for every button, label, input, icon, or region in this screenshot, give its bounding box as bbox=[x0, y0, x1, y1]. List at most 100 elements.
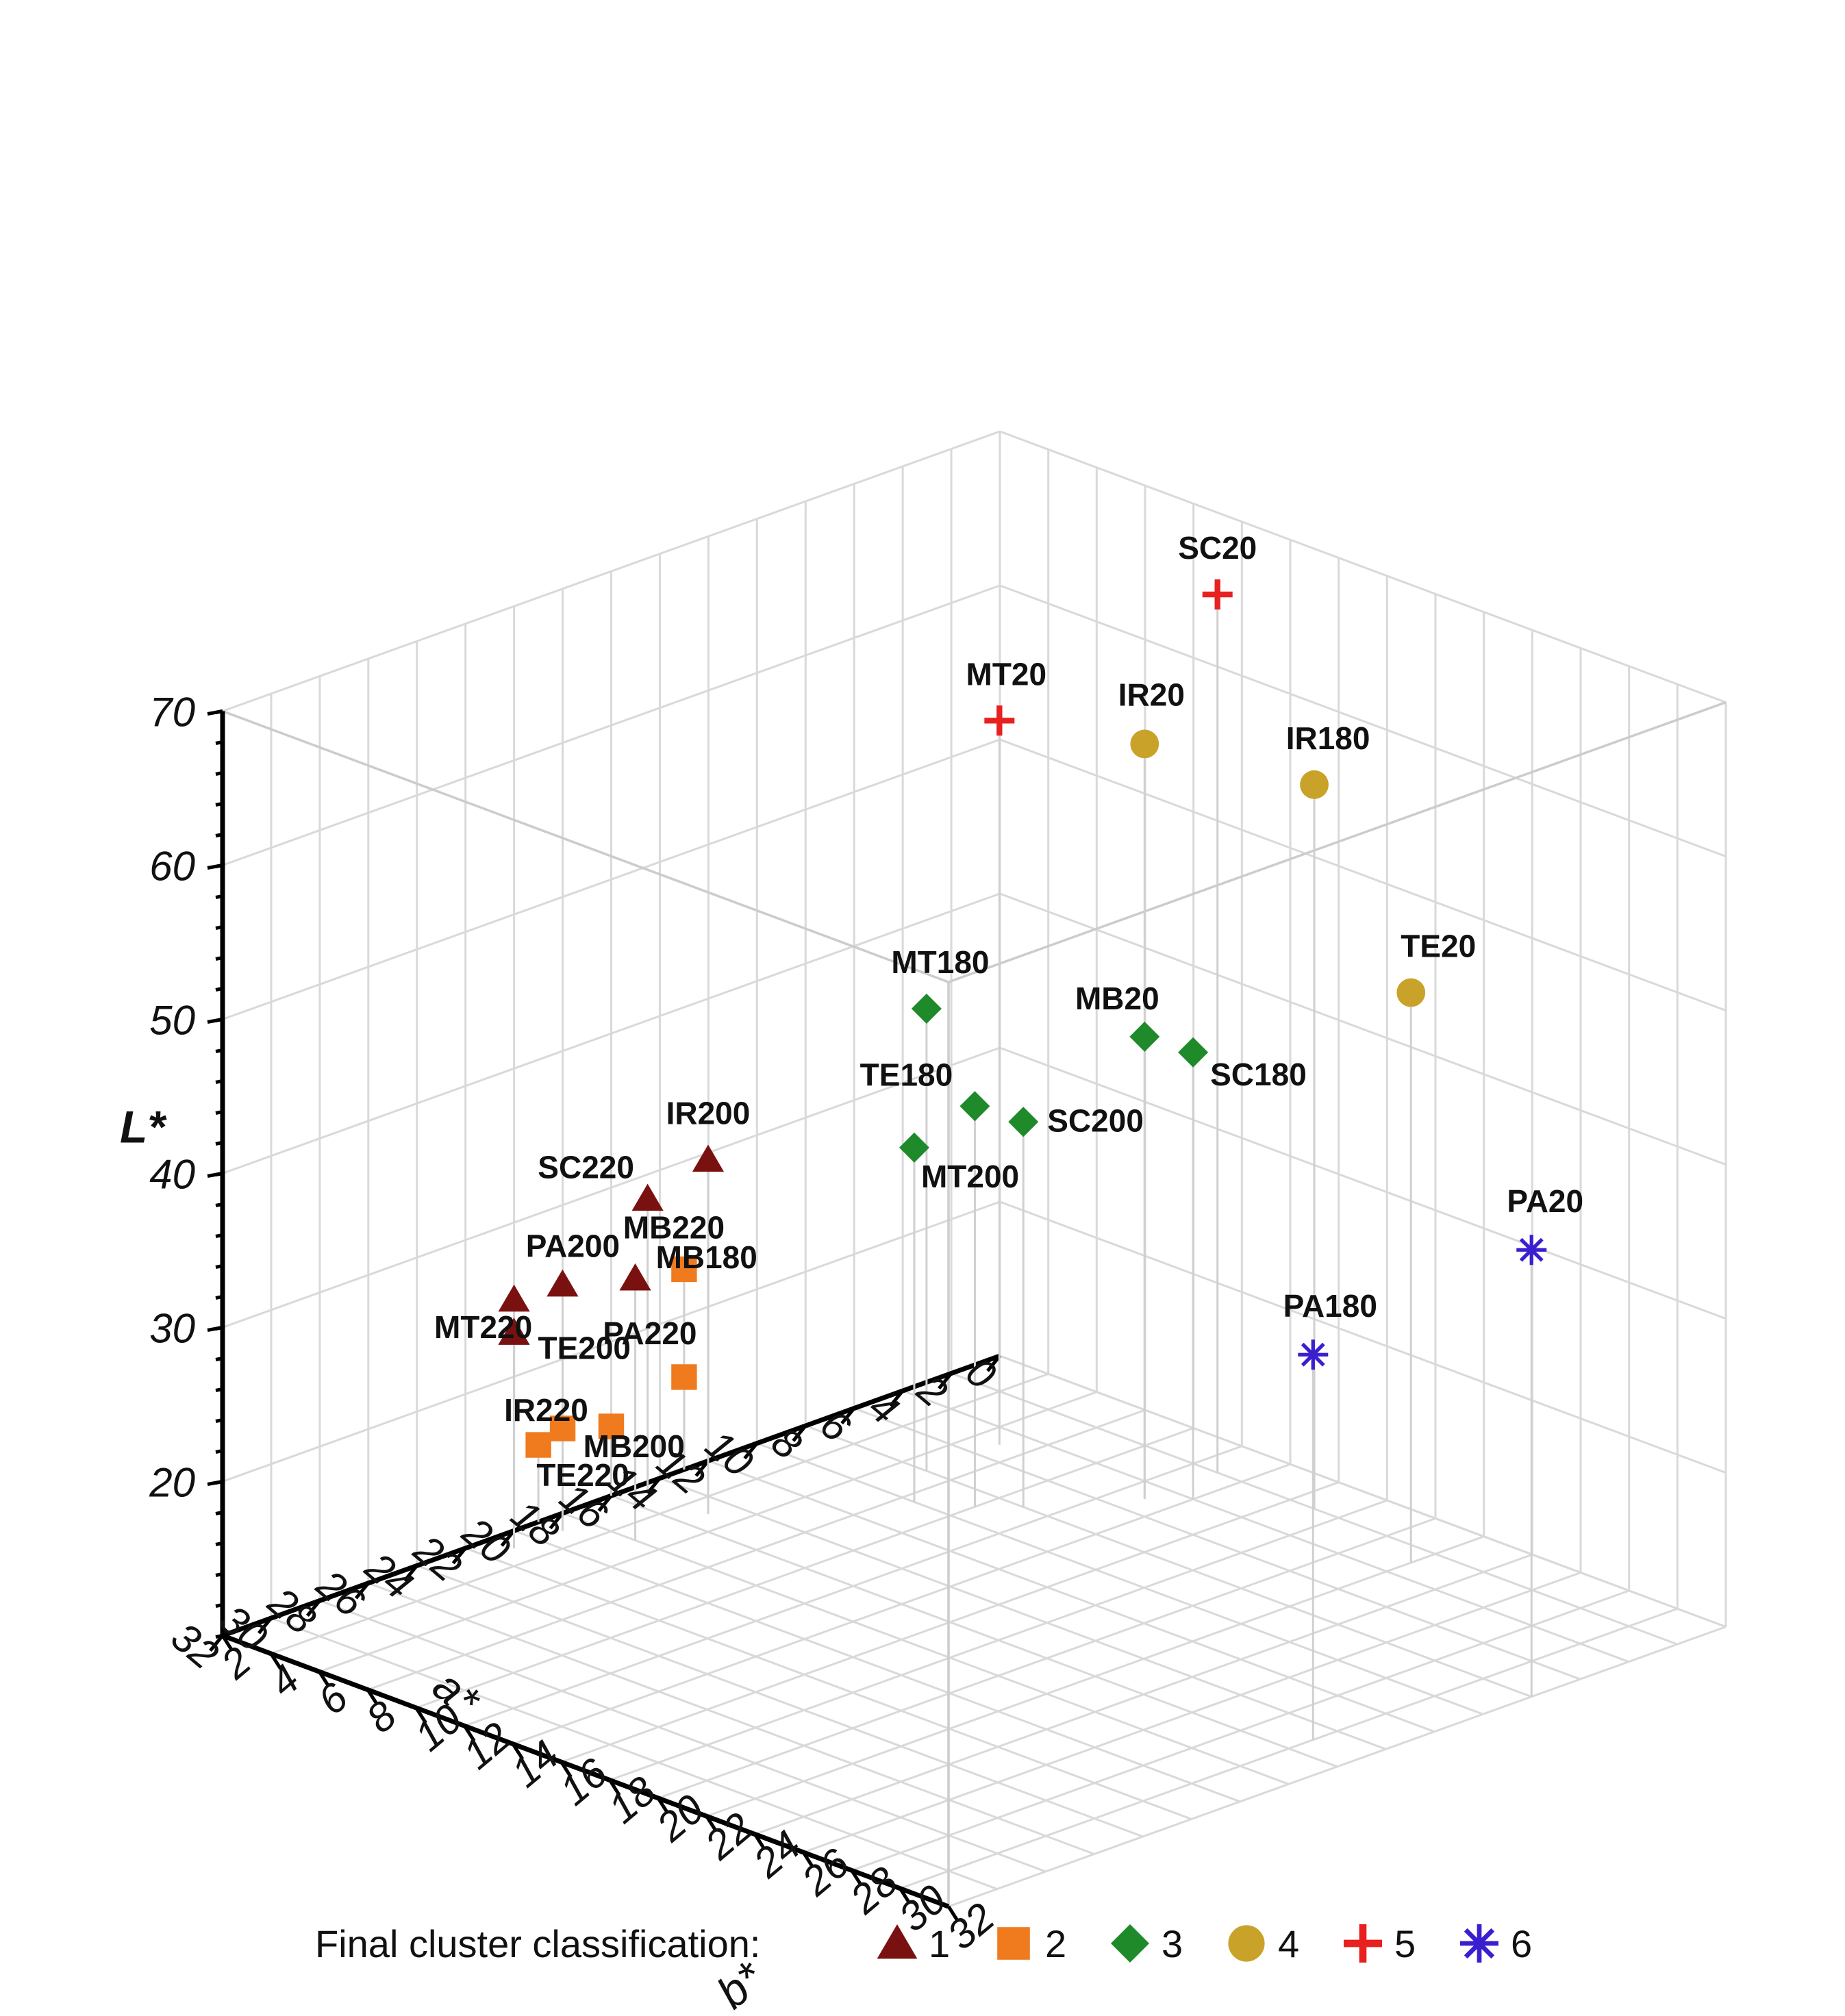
point-pa180-marker bbox=[1298, 1339, 1329, 1370]
point-te200-marker bbox=[498, 1318, 530, 1345]
l-tick-label: 60 bbox=[149, 844, 195, 890]
floor-grid-line bbox=[707, 1459, 1435, 1733]
point-label-sc180: SC180 bbox=[1210, 1057, 1307, 1092]
left-wall-grid-line bbox=[222, 1200, 1001, 1483]
floor-grid-line bbox=[368, 1582, 1095, 1855]
point-label-ir200: IR200 bbox=[666, 1096, 751, 1131]
floor-grid-line bbox=[562, 1512, 1290, 1785]
point-label-te200: TE200 bbox=[538, 1330, 631, 1365]
point-label-te220: TE220 bbox=[536, 1457, 629, 1493]
point-ir180-marker bbox=[1300, 770, 1329, 799]
point-mb20-marker bbox=[1129, 1021, 1160, 1052]
floor-grid-line bbox=[319, 1600, 1046, 1873]
a-axis-tick bbox=[792, 1424, 807, 1442]
a-axis-tick bbox=[451, 1547, 467, 1565]
point-mt180-marker bbox=[911, 994, 942, 1024]
legend-marker-5 bbox=[1344, 1924, 1382, 1963]
l-axis-title: L* bbox=[120, 1102, 167, 1152]
point-label-te180: TE180 bbox=[860, 1057, 953, 1092]
b-axis-tick bbox=[946, 1905, 960, 1923]
legend-marker-4 bbox=[1228, 1925, 1265, 1962]
b-axis-line bbox=[221, 1633, 950, 1909]
floor-grid-line bbox=[948, 1626, 1727, 1908]
left-wall-grid-line bbox=[222, 430, 1001, 712]
a-axis-tick bbox=[403, 1564, 418, 1582]
a-axis-tick bbox=[258, 1617, 273, 1635]
l-axis-minor-tick bbox=[215, 1018, 223, 1022]
l-axis-minor-tick bbox=[215, 709, 223, 714]
l-axis-minor-tick bbox=[215, 1141, 223, 1146]
l-axis-minor-tick bbox=[215, 1079, 223, 1084]
l-axis-minor-tick bbox=[215, 1048, 223, 1053]
floor-grid-line bbox=[512, 1463, 1291, 1746]
b-axis-tick bbox=[705, 1815, 718, 1832]
b-axis-tick bbox=[463, 1725, 476, 1742]
point-pa200-marker bbox=[547, 1269, 579, 1297]
l-axis-minor-tick bbox=[215, 1172, 223, 1176]
a-axis-tick bbox=[646, 1477, 662, 1495]
a-axis-tick bbox=[597, 1494, 613, 1512]
left-wall-grid-line bbox=[222, 584, 1001, 866]
b-axis-tick bbox=[899, 1887, 912, 1905]
a-axis-tick bbox=[743, 1442, 759, 1460]
point-sc220-marker bbox=[631, 1183, 664, 1211]
a-axis-tick bbox=[889, 1389, 905, 1407]
b-axis-tick bbox=[318, 1670, 331, 1688]
floor-grid-line bbox=[271, 1372, 1049, 1655]
l-axis-minor-tick bbox=[215, 833, 223, 837]
a-axis-tick bbox=[500, 1529, 516, 1547]
l-axis-minor-tick bbox=[215, 1110, 223, 1115]
l-axis-minor-tick bbox=[215, 894, 223, 899]
floor-grid-line bbox=[318, 1391, 1097, 1673]
floor-grid-line bbox=[609, 1499, 1388, 1781]
floor-grid-line bbox=[851, 1589, 1630, 1872]
l-tick-label: 70 bbox=[149, 690, 195, 735]
l-axis-minor-tick bbox=[215, 1511, 223, 1515]
floor-grid-line bbox=[803, 1572, 1581, 1854]
point-label-mb220: MB220 bbox=[623, 1209, 725, 1245]
point-mb220-marker bbox=[671, 1256, 697, 1283]
l-axis-minor-tick bbox=[215, 1357, 223, 1361]
point-label-mt220: MT220 bbox=[434, 1309, 532, 1345]
floor-grid-line bbox=[514, 1529, 1241, 1803]
data-points bbox=[498, 579, 1547, 1458]
legend: Final cluster classification: 1 2 3 4 5 6 bbox=[315, 1922, 1532, 1965]
floor-grid-line bbox=[465, 1547, 1192, 1820]
legend-label-3: 3 bbox=[1162, 1922, 1183, 1965]
l-axis-minor-tick bbox=[215, 1572, 223, 1577]
point-pa220-marker bbox=[671, 1364, 697, 1390]
legend-label-1: 1 bbox=[929, 1922, 950, 1965]
l-axis-minor-tick bbox=[215, 1326, 223, 1331]
point-pa20-marker bbox=[1516, 1235, 1547, 1265]
box-frame-edge bbox=[222, 709, 949, 983]
point-label-pa200: PA200 bbox=[526, 1228, 620, 1264]
a-axis-tick bbox=[694, 1459, 710, 1477]
l-tick-label: 40 bbox=[149, 1152, 195, 1198]
legend-marker-6 bbox=[1460, 1924, 1498, 1963]
left-wall-grid-line bbox=[222, 738, 1001, 1020]
a-axis-tick bbox=[549, 1512, 564, 1530]
point-label-ir220: IR220 bbox=[504, 1392, 588, 1428]
floor-grid-line bbox=[416, 1427, 1194, 1709]
l-axis-minor-tick bbox=[215, 1480, 223, 1485]
b-axis-tick bbox=[608, 1779, 621, 1796]
floor-grid-line bbox=[657, 1517, 1436, 1800]
point-label-sc200: SC200 bbox=[1047, 1102, 1144, 1138]
point-mb200-marker bbox=[549, 1415, 576, 1441]
right-wall-grid-line bbox=[999, 430, 1727, 704]
legend-label-5: 5 bbox=[1394, 1922, 1416, 1965]
a-axis-tick bbox=[938, 1372, 953, 1390]
l-axis-minor-tick bbox=[215, 956, 223, 961]
l-tick-label: 20 bbox=[149, 1460, 195, 1506]
l-axis-minor-tick bbox=[215, 987, 223, 992]
b-axis-tick bbox=[850, 1869, 863, 1887]
l-axis-minor-tick bbox=[215, 1387, 223, 1392]
floor-grid-line bbox=[610, 1494, 1338, 1768]
floor-grid-line bbox=[902, 1389, 1629, 1663]
point-label-pa220: PA220 bbox=[603, 1315, 696, 1351]
point-label-pa20: PA20 bbox=[1507, 1183, 1583, 1219]
point-mb180-marker bbox=[619, 1263, 651, 1291]
l-axis-minor-tick bbox=[215, 802, 223, 807]
